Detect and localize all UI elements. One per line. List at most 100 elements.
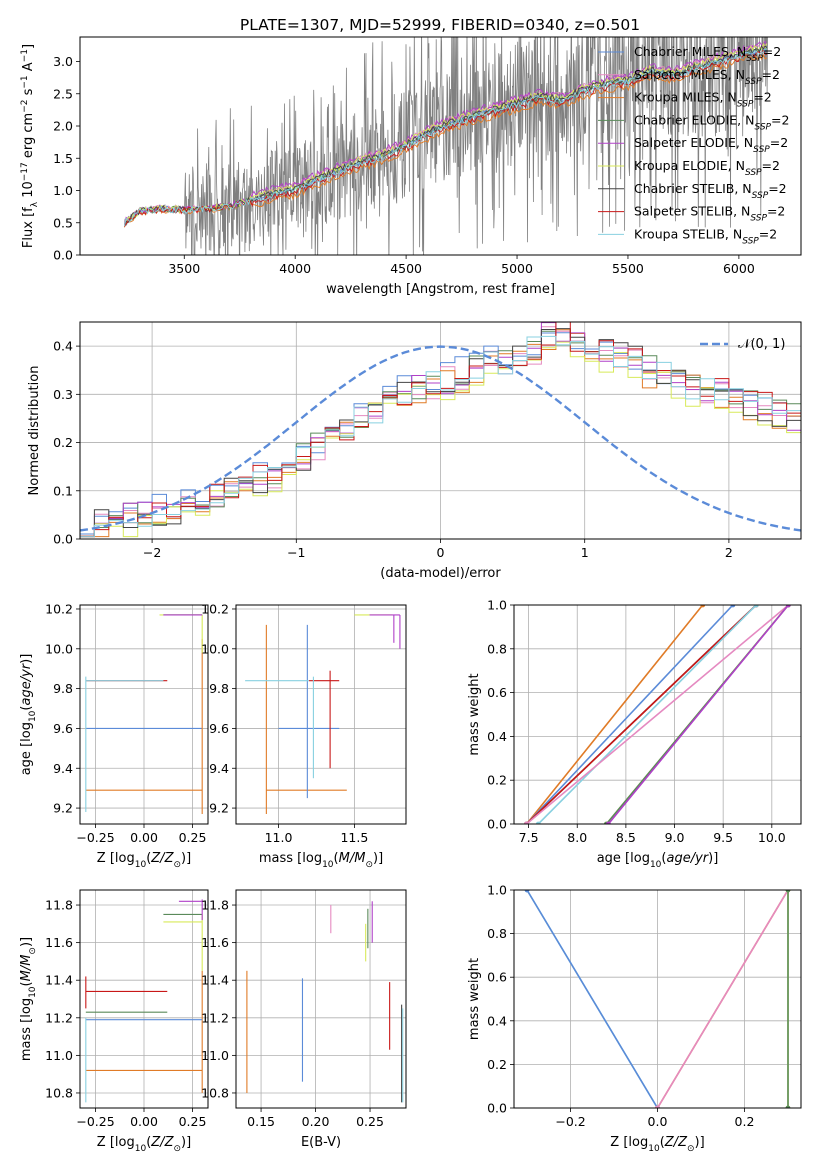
tick-label-y: 0.5: [53, 215, 73, 230]
histogram-step: [80, 328, 801, 538]
tick-label-y: 0.0: [487, 1101, 507, 1116]
tick-label-y: 10.0: [201, 641, 229, 656]
histogram-step: [80, 322, 801, 538]
tick-label-y: 11.8: [45, 898, 73, 913]
plot-area-age_vs_mass: [245, 614, 401, 815]
tick-label-x: 5000: [501, 261, 533, 276]
plot-area-mass_weight_vs_Z: [524, 890, 791, 1108]
legend-entry-label: Chabrier MILES, NSSP=2: [634, 44, 781, 64]
tick-label-y: 0.8: [487, 926, 507, 941]
tick-label-y: 3.0: [53, 54, 73, 69]
tick-label-y: 10.8: [45, 1085, 73, 1100]
tick-label-y: 1.0: [53, 183, 73, 198]
tick-label-y: 0.6: [487, 685, 507, 700]
tick-label-y: 9.6: [209, 721, 229, 736]
axes-mass_weight_vs_Z: −0.2 0.0 0.2 0.0 0.2 0.4 0.6 0.8 1.0 Z [log10(Z/Z…: [467, 883, 802, 1154]
mass-weight-point: [535, 821, 541, 824]
x-axis-label: wavelength [Angstrom, rest frame]: [326, 282, 555, 297]
axes-frame: [79, 889, 209, 1109]
histogram-step: [80, 335, 801, 538]
axes-mass_vs_Z: −0.25 0.00 0.25 10.8 11.0 11.2 11.4 11.6 11.8 Z […: [19, 889, 209, 1154]
tick-label-y: 0.0: [487, 817, 507, 832]
axes-spectrum: 3500 4000 4500 5000 5500 6000 0.0 0.5 1.0 1.5 2.0 2…: [20, 36, 802, 297]
legend-entry-label: 𝒩(0, 1): [738, 337, 785, 352]
mass-weight-line: [607, 605, 790, 824]
legend-entry-label: Kroupa STELIB, NSSP=2: [634, 226, 777, 246]
axes-age_vs_mass: 11.0 11.5 9.2 9.4 9.6 9.8 10.0 10.2 mass [log10(…: [201, 601, 407, 870]
tick-label-y: 0.6: [487, 970, 507, 985]
tick-label-x: 0.00: [130, 830, 158, 845]
axes-frame: [235, 604, 407, 825]
tick-label-y: 11.0: [45, 1048, 73, 1063]
legend-entry-label: Kroupa ELODIE, NSSP=2: [634, 158, 780, 178]
axes-frame: [79, 36, 802, 256]
tick-label-y: 0.2: [487, 773, 507, 788]
spectrum-data-line: [124, 37, 768, 255]
tick-label-x: 0.00: [130, 1114, 158, 1129]
y-axis-label: mass weight: [467, 673, 482, 755]
tick-label-x: 0.2: [735, 1114, 755, 1129]
tick-label-y: 2.0: [53, 119, 73, 134]
spectrum-legend: Chabrier MILES, NSSP=2 Salpeter MILES, NS…: [598, 44, 789, 246]
axes-frame: [235, 889, 407, 1109]
axes-age_vs_Z: −0.25 0.00 0.25 9.2 9.4 9.6 9.8 10.0 10.2 Z [log1…: [19, 601, 209, 870]
plot-area-residuals: [80, 322, 801, 538]
plot-area-mass_vs_ebv: [246, 901, 404, 1103]
tick-label-y: 11.6: [45, 935, 73, 950]
tick-label-y: 0.4: [487, 729, 507, 744]
mass-weight-line: [537, 605, 757, 824]
x-axis-label: Z [log10(Z/Z⊙)]: [610, 1135, 704, 1154]
axes-frame: [79, 604, 209, 825]
tick-label-y: 10.2: [201, 601, 229, 616]
legend-entry-label: Chabrier STELIB, NSSP=2: [634, 181, 787, 201]
mass-weight-point: [524, 821, 530, 824]
tick-label-y: 9.2: [53, 801, 73, 816]
mass-weight-line: [526, 605, 789, 824]
mass-weight-line: [656, 890, 789, 1108]
mass-weight-point: [785, 890, 791, 893]
tick-label-y: 0.2: [53, 435, 73, 450]
tick-label-x: 2: [725, 545, 733, 560]
tick-label-y: 10.8: [201, 1085, 229, 1100]
tick-label-y: 1.0: [487, 598, 507, 613]
tick-label-x: 5500: [612, 261, 644, 276]
spectrum-model-line: [123, 48, 767, 227]
spectrum-model-line: [123, 40, 768, 225]
tick-label-x: 10.0: [758, 830, 786, 845]
tick-label-x: 9.0: [665, 830, 685, 845]
x-axis-label: (data-model)/error: [380, 566, 501, 581]
tick-label-x: −0.25: [76, 830, 114, 845]
axes-frame: [513, 889, 802, 1109]
axes-mass_vs_ebv: 0.15 0.20 0.25 10.8 11.0 11.2 11.4 11.6 11.8 E(B-…: [201, 889, 407, 1150]
normal-curve: [80, 345, 801, 532]
tick-label-y: 11.2: [45, 1010, 73, 1025]
tick-label-x: 0.25: [179, 830, 207, 845]
tick-label-x: 11.5: [340, 830, 368, 845]
y-axis-label: Flux [fλ 10−17 erg cm−2 s−1 A−1]: [20, 44, 40, 248]
tick-label-x: −2: [143, 545, 161, 560]
tick-label-y: 0.0: [53, 532, 73, 547]
tick-label-y: 11.4: [201, 973, 229, 988]
axes-mass_weight_vs_age: 7.5 8.0 8.5 9.0 9.5 10.0 0.0 0.2 0.4 0.6 0.8 1.0 age…: [467, 598, 802, 870]
tick-label-x: 11.0: [265, 830, 293, 845]
mass-weight-point: [524, 890, 530, 893]
tick-label-y: 0.1: [53, 483, 73, 498]
mass-weight-point: [605, 821, 611, 824]
tick-label-x: 8.0: [567, 830, 587, 845]
y-axis-label: mass [log10(M/M⊙)]: [19, 937, 38, 1061]
mass-weight-point: [700, 605, 706, 608]
tick-label-x: 0.25: [356, 1114, 384, 1129]
mass-weight-line: [526, 605, 757, 824]
mass-weight-line: [526, 605, 734, 824]
tick-label-x: 9.5: [713, 830, 733, 845]
tick-label-x: −1: [287, 545, 305, 560]
legend-entry-label: Kroupa MILES, NSSP=2: [634, 90, 772, 110]
tick-label-y: 11.0: [201, 1048, 229, 1063]
x-axis-label: mass [log10(M/M⊙)]: [259, 851, 383, 870]
tick-label-y: 0.3: [53, 387, 73, 402]
axes-frame: [513, 604, 802, 825]
legend-entry-label: Salpeter STELIB, NSSP=2: [634, 204, 785, 224]
plot-area-spectrum: [123, 37, 768, 255]
legend-entry-label: Salpeter MILES, NSSP=2: [634, 67, 780, 87]
mass-weight-point: [655, 1105, 660, 1108]
